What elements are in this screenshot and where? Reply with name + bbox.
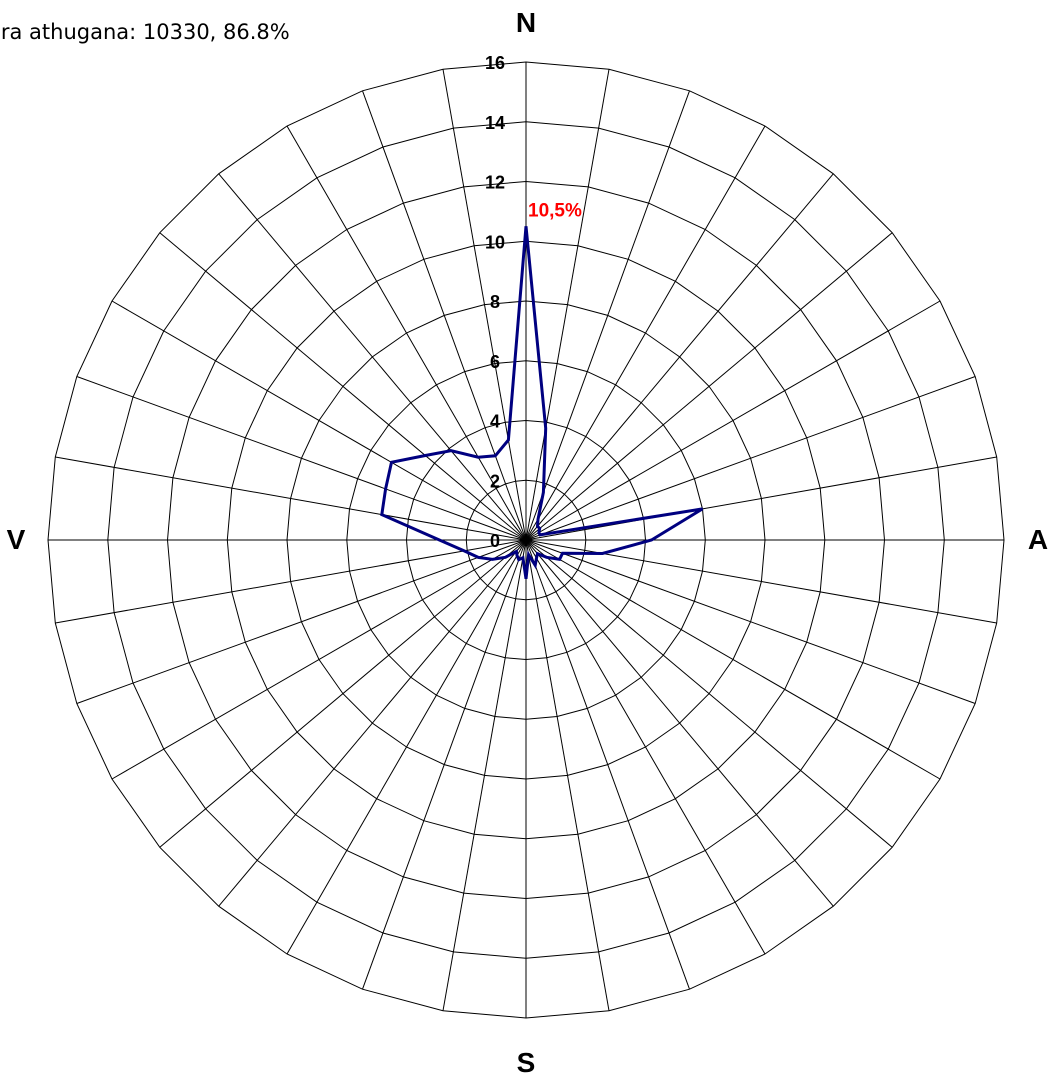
direction-spoke [286,539,527,955]
chart-header-text: ðra athugana: 10330, 86.8% [0,20,290,44]
direction-spoke [525,539,766,955]
compass-label-south: S [517,1047,536,1078]
direction-spoke [525,456,997,541]
direction-spoke [525,539,610,1011]
series-line [380,226,704,580]
direction-spoke [218,173,527,541]
direction-spoke [286,125,527,541]
direction-spoke [525,125,766,541]
radial-tick-label: 16 [485,53,505,73]
direction-spoke [525,173,834,541]
peak-value-label: 10,5% [528,200,582,221]
direction-spoke [525,300,941,541]
direction-spoke [55,539,527,624]
direction-spoke [159,232,527,541]
radial-tick-label: 12 [485,173,505,193]
radial-tick-label: 0 [490,531,500,551]
direction-spokes [48,62,1004,1018]
radial-tick-label: 8 [490,292,500,312]
radial-tick-labels: 0 2 4 6 8 10 12 14 16 [485,53,505,551]
compass-label-north: N [516,7,536,38]
direction-spoke [111,539,527,780]
radial-tick-label: 6 [490,352,500,372]
direction-spoke [525,539,690,990]
direction-spoke [442,69,527,541]
direction-spoke [525,539,834,907]
direction-spoke [525,376,976,541]
direction-spoke [76,539,527,704]
direction-spoke [525,539,893,848]
compass-labels: N A S V [7,7,1048,1078]
direction-spoke [442,539,527,1011]
direction-spoke [525,232,893,541]
direction-spoke [362,90,527,541]
direction-spoke [76,376,527,541]
direction-spoke [55,456,527,541]
series-layer [380,226,704,580]
radial-tick-label: 4 [490,412,500,432]
direction-spoke [525,539,976,704]
compass-label-west: V [7,524,26,555]
radial-tick-label: 14 [485,113,505,133]
direction-spoke [111,300,527,541]
radial-tick-label: 10 [485,232,505,252]
direction-spoke [525,90,690,541]
direction-spoke [362,539,527,990]
direction-spoke [218,539,527,907]
radial-tick-label: 2 [490,471,500,491]
direction-spoke [525,539,941,780]
compass-label-east: A [1028,524,1048,555]
direction-spoke [159,539,527,848]
direction-spoke [525,69,610,541]
